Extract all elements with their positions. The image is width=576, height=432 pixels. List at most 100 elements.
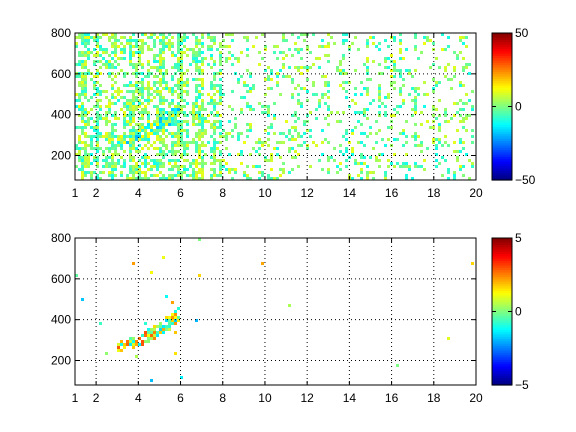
heatmap-cell (366, 78, 369, 81)
heatmap-cell (189, 141, 192, 144)
heatmap-cell (201, 102, 204, 105)
colorbar-swatch (492, 170, 512, 174)
heatmap-cell (201, 51, 204, 54)
heatmap-cell (162, 153, 165, 156)
heatmap-cell (162, 51, 165, 54)
colorbar-swatch (492, 371, 512, 375)
heatmap-cell (414, 108, 417, 111)
heatmap-cell (135, 129, 138, 132)
heatmap-cell (147, 337, 150, 340)
heatmap-cell (159, 138, 162, 141)
heatmap-cell (345, 129, 348, 132)
colorbar-swatch (492, 260, 512, 264)
heatmap-cell (195, 60, 198, 63)
heatmap-cell (198, 114, 201, 117)
heatmap-cell (219, 123, 222, 126)
heatmap-cell (171, 51, 174, 54)
heatmap-cell (213, 141, 216, 144)
heatmap-cell (84, 132, 87, 135)
heatmap-cell (171, 54, 174, 57)
heatmap-cell (93, 105, 96, 108)
heatmap-cell (75, 75, 78, 78)
heatmap-cell (411, 177, 414, 180)
heatmap-cell (153, 57, 156, 60)
heatmap-cell (297, 69, 300, 72)
heatmap-cell (144, 108, 147, 111)
heatmap-cell (468, 177, 471, 180)
heatmap-cell (177, 150, 180, 153)
heatmap-cell (198, 135, 201, 138)
heatmap-cell (315, 57, 318, 60)
heatmap-cell (441, 33, 444, 36)
heatmap-cell (120, 138, 123, 141)
heatmap-cell (168, 87, 171, 90)
heatmap-cell (159, 129, 162, 132)
heatmap-cell (270, 156, 273, 159)
heatmap-cell (195, 159, 198, 162)
heatmap-cell (81, 54, 84, 57)
heatmap-cell (294, 156, 297, 159)
heatmap-cell (180, 156, 183, 159)
heatmap-cell (120, 156, 123, 159)
heatmap-cell (186, 174, 189, 177)
heatmap-cell (180, 165, 183, 168)
heatmap-cell (468, 72, 471, 75)
heatmap-cell (108, 102, 111, 105)
heatmap-cell (165, 120, 168, 123)
colorbar-swatch (492, 60, 512, 64)
y-tick-label: 400 (51, 108, 71, 122)
colorbar-swatch (492, 78, 512, 82)
heatmap-cell (372, 42, 375, 45)
heatmap-cell (78, 51, 81, 54)
heatmap-cell (84, 126, 87, 129)
heatmap-cell (165, 144, 168, 147)
heatmap-cell (294, 66, 297, 69)
heatmap-cell (210, 54, 213, 57)
heatmap-cell (261, 144, 264, 147)
colorbar-swatch (492, 283, 512, 287)
heatmap-cell (414, 135, 417, 138)
heatmap-cell (366, 39, 369, 42)
heatmap-cell (456, 156, 459, 159)
heatmap-cell (96, 60, 99, 63)
heatmap-cell (135, 162, 138, 165)
heatmap-cell (186, 132, 189, 135)
heatmap-cell (219, 42, 222, 45)
heatmap-cell (195, 66, 198, 69)
heatmap-cell (99, 147, 102, 150)
heatmap-cell (105, 51, 108, 54)
heatmap-cell (201, 144, 204, 147)
heatmap-cell (231, 168, 234, 171)
heatmap-cell (105, 162, 108, 165)
heatmap-cell (138, 117, 141, 120)
heatmap-cell (81, 126, 84, 129)
heatmap-cell (108, 108, 111, 111)
heatmap-cell (129, 165, 132, 168)
y-tick-label: 200 (51, 354, 71, 368)
heatmap-cell (159, 66, 162, 69)
heatmap-cell (348, 81, 351, 84)
heatmap-cell (126, 39, 129, 42)
heatmap-cell (399, 90, 402, 93)
heatmap-cell (201, 123, 204, 126)
heatmap-cell (81, 129, 84, 132)
heatmap-cell (393, 63, 396, 66)
heatmap-cell (93, 147, 96, 150)
heatmap-cell (153, 84, 156, 87)
heatmap-cell (396, 111, 399, 114)
heatmap-cell (96, 99, 99, 102)
heatmap-cell (135, 87, 138, 90)
heatmap-cell (138, 39, 141, 42)
heatmap-cell (414, 138, 417, 141)
heatmap-cell (81, 63, 84, 66)
plot-area-background (75, 238, 476, 385)
heatmap-cell (195, 150, 198, 153)
heatmap-cell (96, 135, 99, 138)
heatmap-cell (228, 153, 231, 156)
heatmap-cell (93, 54, 96, 57)
heatmap-cell (384, 114, 387, 117)
heatmap-cell (237, 57, 240, 60)
heatmap-cell (165, 117, 168, 120)
heatmap-cell (129, 123, 132, 126)
heatmap-cell (126, 84, 129, 87)
